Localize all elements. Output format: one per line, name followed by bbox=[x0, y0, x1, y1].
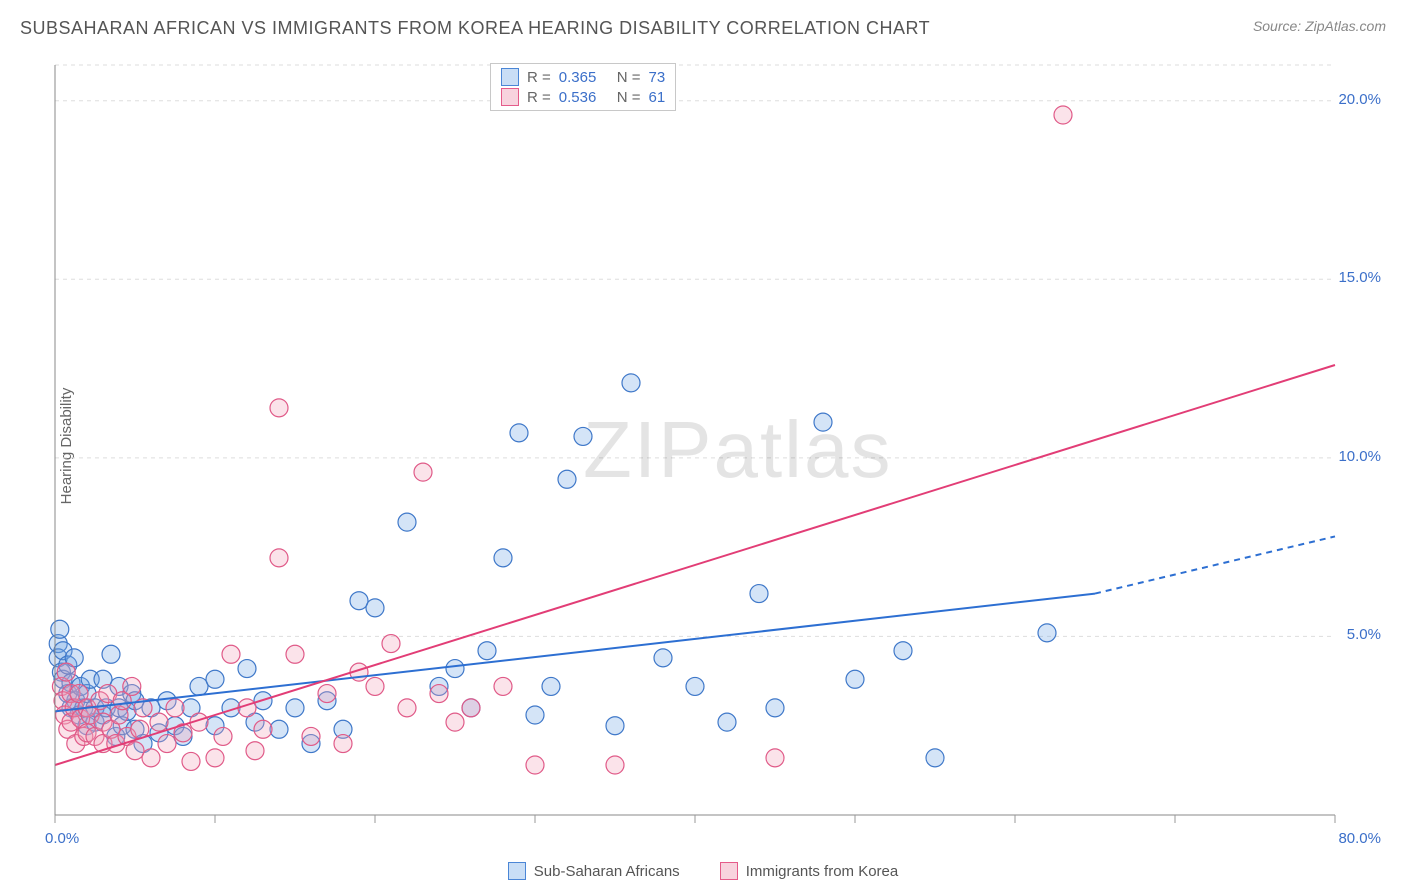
y-tick-label: 5.0% bbox=[1347, 626, 1381, 643]
pink-point bbox=[286, 645, 304, 663]
blue-point bbox=[286, 699, 304, 717]
blue-point bbox=[478, 642, 496, 660]
blue-point bbox=[718, 713, 736, 731]
legend-swatch-pink bbox=[720, 862, 738, 880]
pink-point bbox=[446, 713, 464, 731]
blue-point bbox=[102, 645, 120, 663]
legend-item: Immigrants from Korea bbox=[720, 862, 899, 880]
blue-point bbox=[510, 424, 528, 442]
pink-point bbox=[158, 735, 176, 753]
y-tick-label: 15.0% bbox=[1338, 269, 1381, 286]
blue-point bbox=[270, 720, 288, 738]
stat-r-label: R = bbox=[527, 89, 551, 106]
blue-trendline-extrap bbox=[1095, 536, 1335, 593]
pink-point bbox=[206, 749, 224, 767]
y-tick-label: 20.0% bbox=[1338, 91, 1381, 108]
blue-point bbox=[846, 670, 864, 688]
chart-title: SUBSAHARAN AFRICAN VS IMMIGRANTS FROM KO… bbox=[20, 18, 930, 39]
series-legend: Sub-Saharan Africans Immigrants from Kore… bbox=[0, 862, 1406, 880]
pink-point bbox=[246, 742, 264, 760]
y-tick-label: 10.0% bbox=[1338, 448, 1381, 465]
blue-point bbox=[814, 413, 832, 431]
pink-point bbox=[526, 756, 544, 774]
pink-point bbox=[126, 742, 144, 760]
pink-point bbox=[606, 756, 624, 774]
pink-point bbox=[222, 645, 240, 663]
chart-source: Source: ZipAtlas.com bbox=[1253, 18, 1386, 34]
stat-n-value: 61 bbox=[649, 89, 666, 106]
pink-point bbox=[166, 699, 184, 717]
blue-point bbox=[1038, 624, 1056, 642]
pink-point bbox=[430, 685, 448, 703]
stat-n-label: N = bbox=[617, 89, 641, 106]
blue-point bbox=[446, 660, 464, 678]
blue-point bbox=[494, 549, 512, 567]
blue-point bbox=[622, 374, 640, 392]
pink-point bbox=[270, 399, 288, 417]
source-name: ZipAtlas.com bbox=[1305, 18, 1386, 34]
blue-point bbox=[238, 660, 256, 678]
blue-point bbox=[51, 620, 69, 638]
source-prefix: Source: bbox=[1253, 18, 1305, 34]
stat-r-label: R = bbox=[527, 69, 551, 86]
legend-swatch-pink bbox=[501, 88, 519, 106]
blue-trendline bbox=[55, 594, 1095, 712]
stat-r-value: 0.365 bbox=[559, 69, 609, 86]
blue-point bbox=[366, 599, 384, 617]
pink-point bbox=[318, 685, 336, 703]
stats-row: R = 0.365 N = 73 bbox=[501, 68, 665, 86]
x-tick-label-max: 80.0% bbox=[1338, 830, 1381, 847]
x-tick-label-min: 0.0% bbox=[45, 830, 79, 847]
legend-label: Sub-Saharan Africans bbox=[534, 863, 680, 880]
blue-point bbox=[350, 592, 368, 610]
pink-point bbox=[214, 727, 232, 745]
plot-area: R =0.365N =73R =0.536N =61 ZIPatlas 5.0%… bbox=[45, 55, 1385, 825]
scatter-chart bbox=[45, 55, 1385, 825]
blue-point bbox=[190, 677, 208, 695]
legend-label: Immigrants from Korea bbox=[746, 863, 899, 880]
pink-point bbox=[123, 677, 141, 695]
blue-point bbox=[686, 677, 704, 695]
blue-point bbox=[206, 670, 224, 688]
legend-swatch-blue bbox=[508, 862, 526, 880]
blue-point bbox=[894, 642, 912, 660]
pink-trendline bbox=[55, 365, 1335, 765]
blue-point bbox=[926, 749, 944, 767]
pink-point bbox=[1054, 106, 1072, 124]
blue-point bbox=[558, 470, 576, 488]
blue-point bbox=[574, 427, 592, 445]
pink-point bbox=[142, 749, 160, 767]
stat-n-value: 73 bbox=[649, 69, 666, 86]
pink-point bbox=[366, 677, 384, 695]
pink-point bbox=[334, 735, 352, 753]
pink-point bbox=[182, 752, 200, 770]
pink-point bbox=[150, 713, 168, 731]
legend-swatch-blue bbox=[501, 68, 519, 86]
pink-point bbox=[414, 463, 432, 481]
pink-point bbox=[302, 727, 320, 745]
blue-point bbox=[606, 717, 624, 735]
pink-point bbox=[382, 635, 400, 653]
blue-point bbox=[542, 677, 560, 695]
blue-point bbox=[766, 699, 784, 717]
stat-n-label: N = bbox=[617, 69, 641, 86]
pink-point bbox=[270, 549, 288, 567]
blue-point bbox=[526, 706, 544, 724]
pink-point bbox=[57, 663, 75, 681]
pink-point bbox=[398, 699, 416, 717]
pink-point bbox=[494, 677, 512, 695]
legend-item: Sub-Saharan Africans bbox=[508, 862, 680, 880]
stats-row: R = 0.536 N = 61 bbox=[501, 88, 665, 106]
stat-r-value: 0.536 bbox=[559, 89, 609, 106]
blue-point bbox=[398, 513, 416, 531]
blue-point bbox=[654, 649, 672, 667]
pink-point bbox=[462, 699, 480, 717]
stats-legend: R = 0.365 N = 73 R = 0.536 N = 61 bbox=[490, 63, 676, 111]
pink-point bbox=[254, 720, 272, 738]
pink-point bbox=[766, 749, 784, 767]
blue-point bbox=[750, 585, 768, 603]
